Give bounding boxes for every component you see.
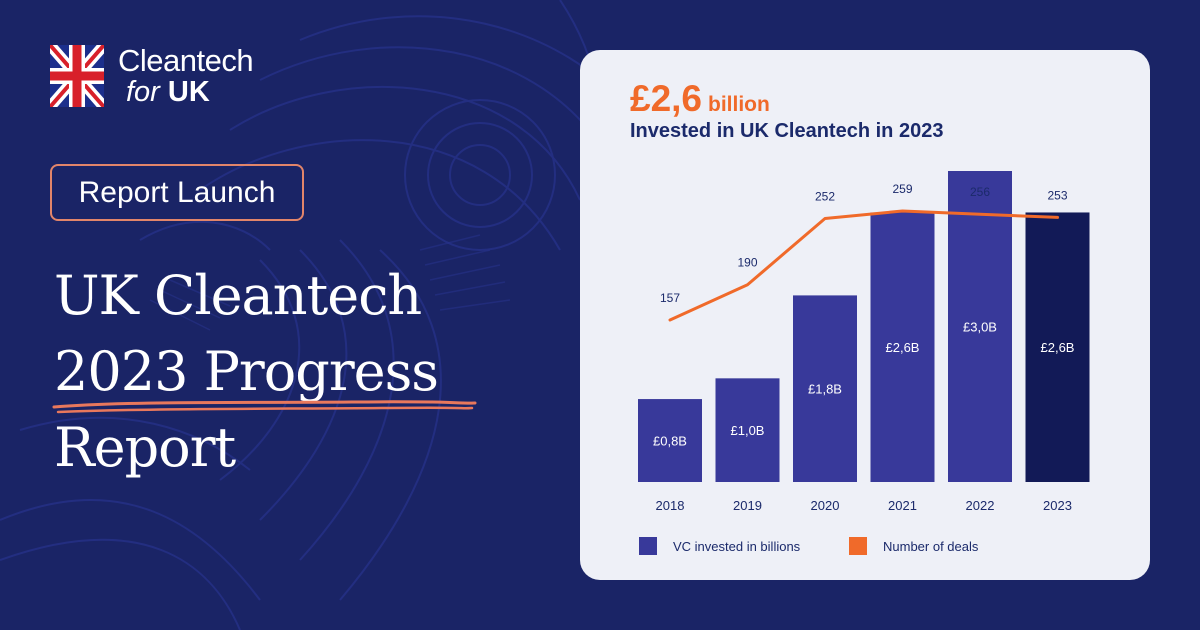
chart-card: £2,6 billion Invested in UK Cleantech in…	[580, 50, 1150, 580]
x-tick-2019: 2019	[733, 498, 762, 513]
bar-label-2022: £3,0B	[963, 320, 997, 335]
bar-label-2019: £1,0B	[731, 423, 765, 438]
bar-2018	[638, 399, 702, 482]
headline-figure: £2,6 billion	[630, 78, 770, 120]
brand-uk: UK	[167, 76, 210, 108]
legend-label-deals: Number of deals	[883, 538, 979, 554]
underline-squiggle	[52, 400, 477, 414]
bar-2022	[948, 171, 1012, 482]
x-tick-2022: 2022	[966, 498, 995, 513]
bar-label-2023: £2,6B	[1041, 340, 1075, 355]
bar-label-2020: £1,8B	[808, 382, 842, 397]
big-number-unit: billion	[708, 93, 770, 116]
x-tick-2023: 2023	[1043, 498, 1072, 513]
bar-2020	[793, 295, 857, 482]
bar-label-2021: £2,6B	[886, 340, 920, 355]
bar-label-2018: £0,8B	[653, 434, 687, 449]
deals-label-2021: 259	[892, 182, 912, 196]
x-tick-2021: 2021	[888, 498, 917, 513]
deals-label-2022: 256	[970, 185, 990, 199]
legend-item-deals: Number of deals	[849, 537, 978, 555]
deals-label-2019: 190	[737, 256, 757, 270]
x-tick-2020: 2020	[811, 498, 840, 513]
deals-line	[668, 209, 1059, 322]
deals-label-2020: 252	[815, 189, 835, 203]
deals-label-2023: 253	[1047, 188, 1067, 202]
big-number: £2,6	[630, 78, 703, 119]
union-jack-icon	[50, 45, 104, 107]
headline-line-2: 2023 Progress	[54, 340, 439, 403]
page-title: UK Cleantech 2023 Progress Report	[54, 258, 439, 486]
x-tick-2018: 2018	[656, 498, 685, 513]
chart-plot: £0,8B 2018 £1,0B 2019 £1,8B 2020 £2,6B 2021 £3,0…	[638, 171, 1090, 513]
legend-item-vc: VC invested in billions	[639, 537, 800, 555]
brand-logo: Cleantech for UK	[50, 43, 254, 108]
headline-line-3: Report	[54, 416, 236, 479]
chart-title: Invested in UK Cleantech in 2023	[630, 120, 944, 142]
legend-label-vc: VC invested in billions	[673, 538, 801, 554]
bar-2019	[715, 378, 780, 482]
legend-swatch-vc	[639, 537, 657, 555]
report-launch-badge: Report Launch	[50, 164, 304, 221]
bar-2021	[870, 212, 935, 482]
brand-for: for	[126, 76, 160, 108]
headline-line-1: UK Cleantech	[54, 264, 422, 327]
brand-name: Cleantech	[118, 43, 254, 78]
bar-2023	[1025, 212, 1090, 482]
deals-label-2018: 157	[660, 291, 680, 305]
legend-swatch-deals	[849, 537, 867, 555]
